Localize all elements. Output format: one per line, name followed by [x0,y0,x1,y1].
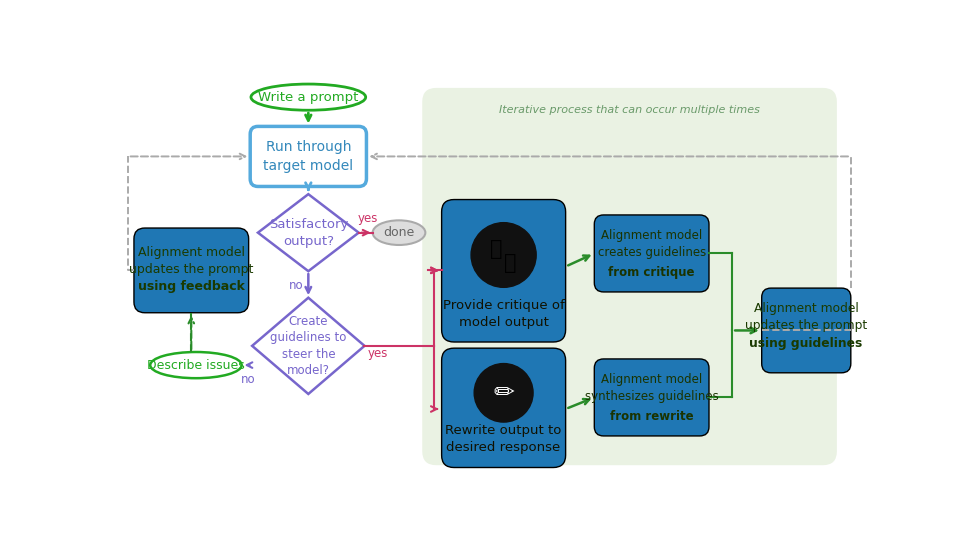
FancyBboxPatch shape [442,200,565,342]
Text: from rewrite: from rewrite [610,410,693,423]
Polygon shape [258,194,359,271]
Text: Provide critique of
model output: Provide critique of model output [443,299,564,328]
Polygon shape [252,298,365,394]
Circle shape [471,222,537,287]
FancyBboxPatch shape [442,348,565,468]
Text: Run through
target model: Run through target model [263,140,353,173]
Text: Describe issues: Describe issues [147,359,245,372]
Ellipse shape [251,84,366,110]
Text: Create
guidelines to
steer the
model?: Create guidelines to steer the model? [270,315,347,377]
Text: using feedback: using feedback [138,280,245,293]
Text: yes: yes [358,212,378,225]
FancyBboxPatch shape [594,359,709,436]
Text: Alignment model
creates guidelines: Alignment model creates guidelines [597,229,706,259]
Text: no: no [241,373,255,386]
FancyBboxPatch shape [134,228,249,313]
Text: done: done [383,226,415,239]
Text: Alignment model
synthesizes guidelines: Alignment model synthesizes guidelines [585,373,718,403]
Text: Alignment model
updates the prompt: Alignment model updates the prompt [745,302,867,332]
Text: Alignment model
updates the prompt: Alignment model updates the prompt [129,246,253,276]
Text: Rewrite output to
desired response: Rewrite output to desired response [445,424,562,454]
Text: using guidelines: using guidelines [749,337,862,350]
FancyBboxPatch shape [422,88,837,465]
FancyBboxPatch shape [251,126,367,186]
Text: yes: yes [368,347,389,360]
Text: 👍: 👍 [490,239,502,259]
Text: 👎: 👎 [504,253,516,273]
FancyBboxPatch shape [594,215,709,292]
Text: Satisfactory
output?: Satisfactory output? [269,218,348,248]
Ellipse shape [372,220,425,245]
Text: Iterative process that can occur multiple times: Iterative process that can occur multipl… [499,105,760,115]
Text: Write a prompt: Write a prompt [258,91,358,104]
Text: no: no [289,279,303,292]
Text: from critique: from critique [609,266,695,279]
Ellipse shape [150,352,242,378]
Text: ✏: ✏ [493,381,515,405]
Circle shape [474,363,533,422]
FancyBboxPatch shape [761,288,851,373]
